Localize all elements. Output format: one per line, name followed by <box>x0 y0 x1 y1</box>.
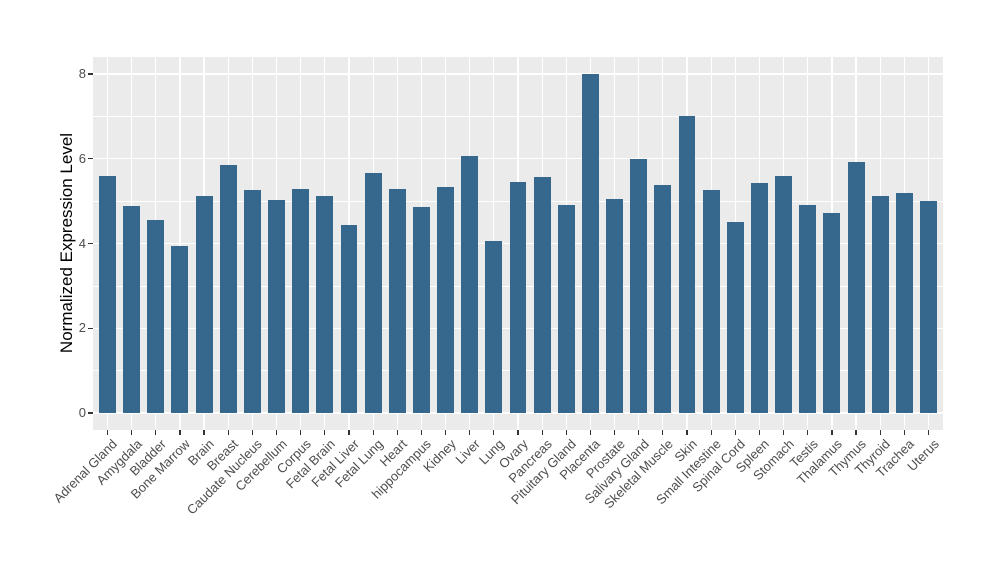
bar <box>292 189 310 414</box>
bar <box>99 175 116 414</box>
bar <box>364 173 382 414</box>
bar <box>219 165 237 414</box>
x-tick-mark <box>179 430 181 435</box>
x-tick-mark <box>396 430 398 435</box>
x-tick-mark <box>444 430 447 435</box>
x-tick-mark <box>541 430 543 435</box>
x-tick-mark <box>927 430 930 435</box>
x-tick-mark <box>807 430 809 435</box>
bar <box>268 199 285 414</box>
x-tick-mark <box>300 430 302 435</box>
bar <box>823 213 841 414</box>
x-tick-mark <box>710 430 712 435</box>
bar <box>630 158 648 414</box>
bar <box>147 220 165 414</box>
bar <box>581 73 599 414</box>
bar <box>412 206 430 414</box>
x-tick-mark <box>903 430 905 435</box>
x-tick-mark <box>106 430 109 435</box>
bar <box>847 162 865 414</box>
bar <box>388 188 406 414</box>
x-tick-mark <box>155 430 157 435</box>
x-tick-mark <box>831 430 833 435</box>
x-tick-mark <box>638 430 640 435</box>
bar <box>678 116 696 414</box>
bar <box>243 190 261 414</box>
bar <box>340 224 358 414</box>
y-tick-mark <box>88 158 93 160</box>
x-tick-mark <box>420 430 422 435</box>
x-tick-mark <box>324 430 326 435</box>
x-tick-mark <box>372 430 374 435</box>
x-tick-mark <box>783 430 785 435</box>
y-tick-mark <box>88 73 93 75</box>
x-tick-mark <box>662 430 664 435</box>
x-tick-mark <box>686 430 688 435</box>
bar <box>726 221 744 414</box>
x-tick-mark <box>613 430 616 435</box>
bar <box>920 200 937 414</box>
bar <box>799 204 817 414</box>
plot-panel <box>93 57 943 430</box>
bar <box>775 176 793 414</box>
x-tick-mark <box>203 430 205 435</box>
bar <box>123 205 141 414</box>
bar <box>606 198 624 414</box>
bar <box>654 185 672 414</box>
bar <box>485 240 503 414</box>
x-tick-mark <box>251 430 253 435</box>
x-tick-mark <box>469 430 471 435</box>
y-tick-label: 4 <box>78 235 86 251</box>
x-tick-mark <box>589 430 592 435</box>
y-tick-mark <box>88 242 93 245</box>
bar <box>195 196 213 414</box>
y-tick-label: 8 <box>78 65 86 81</box>
x-tick-mark <box>855 430 857 435</box>
bar <box>702 189 720 414</box>
x-tick-mark <box>493 430 495 435</box>
x-tick-mark <box>227 430 229 435</box>
x-tick-mark <box>131 430 133 435</box>
bar <box>461 155 479 414</box>
x-tick-mark <box>348 430 350 435</box>
x-tick-mark <box>758 430 761 435</box>
x-tick-mark <box>275 430 278 435</box>
bar <box>437 187 454 414</box>
x-tick-mark <box>734 430 736 435</box>
y-tick-label: 0 <box>78 405 86 421</box>
bar <box>557 204 575 414</box>
y-tick-label: 2 <box>78 320 86 336</box>
bar <box>871 196 889 414</box>
bar <box>895 192 913 414</box>
bar <box>316 196 334 414</box>
gridline-major-vertical <box>179 57 181 430</box>
bar <box>509 182 527 414</box>
x-tick-mark <box>879 430 881 435</box>
bar <box>751 182 768 414</box>
bar <box>171 245 189 414</box>
y-tick-mark <box>88 327 93 329</box>
bar <box>533 176 551 414</box>
x-tick-label: Liver <box>452 436 483 467</box>
x-tick-mark <box>517 430 519 435</box>
y-tick-label: 6 <box>78 150 86 166</box>
y-tick-mark <box>88 412 93 414</box>
x-tick-mark <box>565 430 567 435</box>
